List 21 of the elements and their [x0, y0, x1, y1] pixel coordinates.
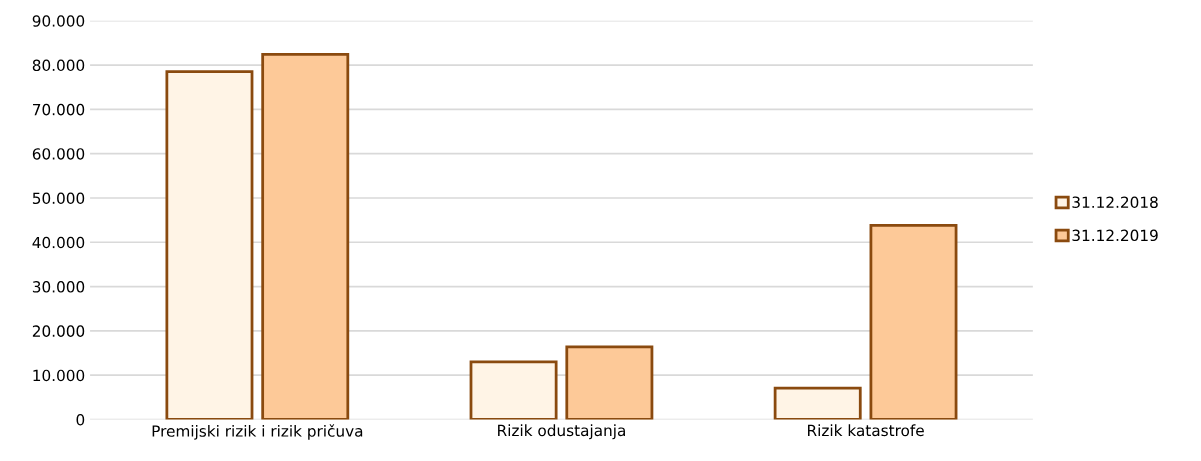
y-tick-label: 0 — [76, 413, 85, 426]
bar — [165, 70, 254, 420]
x-tick-label: Premijski rizik i rizik pričuva — [152, 424, 363, 440]
y-tick-label: 30.000 — [32, 281, 85, 293]
y-tick-label: 60.000 — [32, 148, 85, 160]
bar — [869, 224, 958, 420]
x-tick-label: Rizik odustajanja — [498, 424, 625, 440]
y-tick-label: 80.000 — [32, 59, 85, 72]
bar — [773, 386, 862, 420]
bar — [565, 345, 654, 420]
y-tick-label: 10.000 — [33, 369, 85, 382]
x-tick-label: Rizik katastrofe — [808, 424, 924, 437]
y-tick-label: 20.000 — [32, 325, 85, 337]
y-tick-label: 50.000 — [32, 192, 85, 204]
y-tick-label: 40.000 — [32, 236, 85, 249]
legend-label: 31.12.2018 — [1072, 196, 1158, 208]
y-tick-label: 90.000 — [32, 15, 85, 27]
legend-label: 31.12.2019 — [1072, 229, 1158, 242]
bar — [261, 53, 350, 420]
bar — [469, 360, 558, 420]
y-tick-label: 70.000 — [33, 103, 85, 116]
